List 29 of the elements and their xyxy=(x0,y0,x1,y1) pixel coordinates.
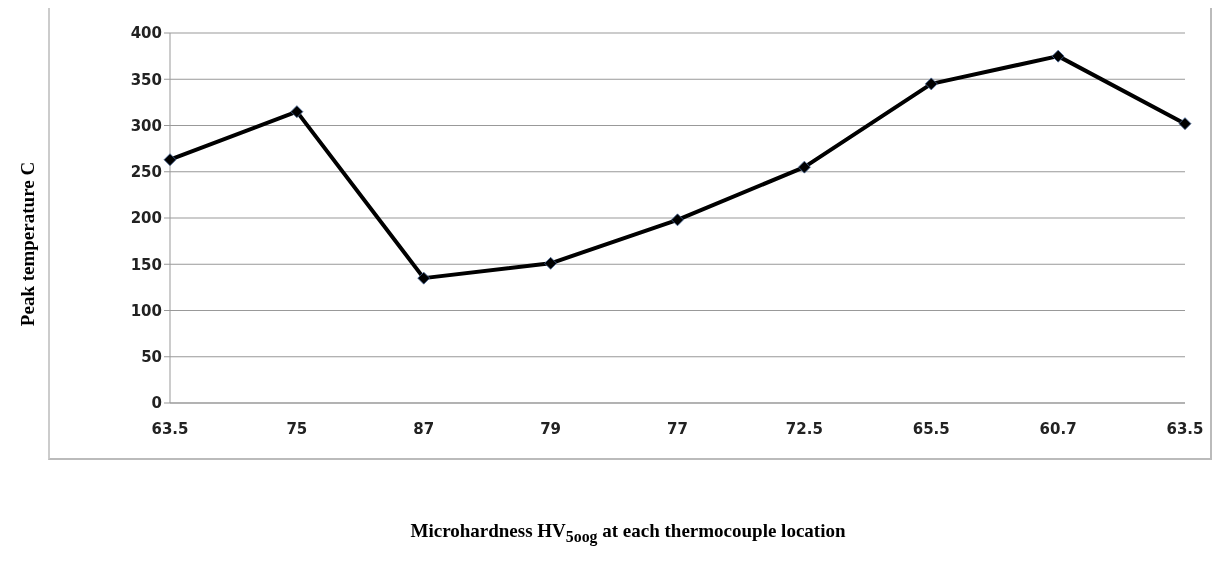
x-tick-label: 87 xyxy=(413,419,435,438)
point xyxy=(1051,49,1065,63)
x-tick-label: 65.5 xyxy=(912,419,950,438)
y-tick-label: 0 xyxy=(151,394,162,413)
x-tick-label: 63.5 xyxy=(151,419,189,438)
point xyxy=(417,271,431,285)
x-tick-label: 63.5 xyxy=(1166,419,1204,438)
point xyxy=(924,77,938,91)
y-tick-label: 300 xyxy=(130,116,162,135)
x-tick-label: 77 xyxy=(667,419,688,438)
y-tick-label: 50 xyxy=(141,348,162,367)
x-tick-label: 75 xyxy=(286,419,308,438)
x-tick-label: 72.5 xyxy=(785,419,823,438)
y-tick-label: 350 xyxy=(130,70,162,89)
y-tick-label: 400 xyxy=(130,24,162,43)
y-tick-label: 200 xyxy=(130,209,162,228)
x-axis-title: Microhardness HV$_{5oog}$ at each thermocouple location xyxy=(409,520,847,546)
y-axis-title: Peak temperature C xyxy=(17,160,39,329)
point xyxy=(544,256,558,270)
y-tick-label: 150 xyxy=(130,255,162,274)
point xyxy=(797,160,811,174)
point xyxy=(671,213,684,227)
x-tick-label: 79 xyxy=(540,419,562,438)
point xyxy=(163,153,177,167)
y-tick-label: 100 xyxy=(130,301,162,320)
point xyxy=(1178,117,1192,131)
point xyxy=(290,105,304,119)
y-tick-label: 250 xyxy=(130,163,162,182)
x-tick-label: 60.7 xyxy=(1039,419,1077,438)
